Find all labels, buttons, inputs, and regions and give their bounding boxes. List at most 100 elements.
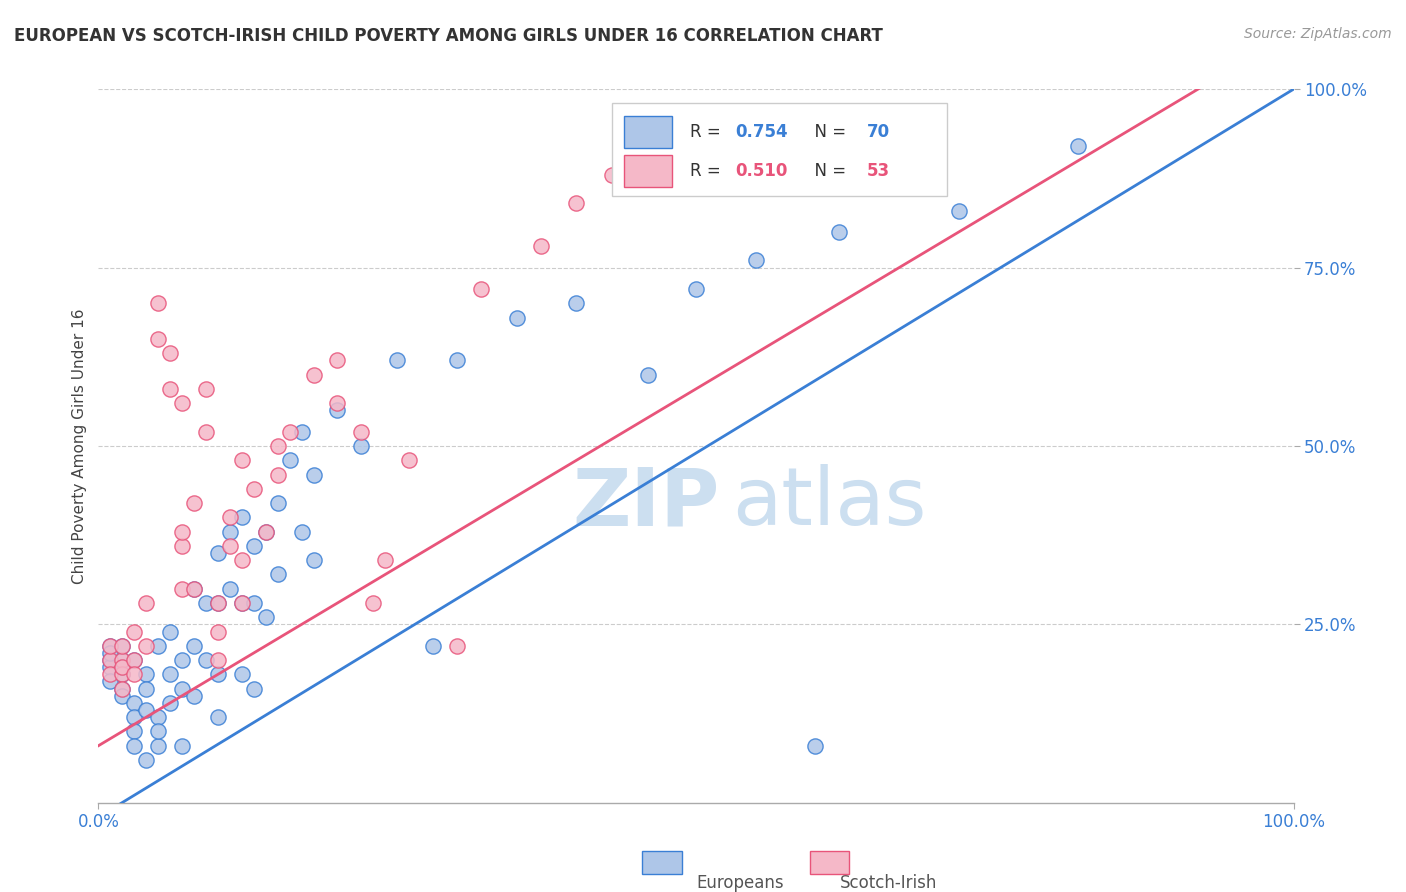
Point [326, 396, 349, 410]
Point [148, 296, 170, 310]
Point [326, 403, 349, 417]
Point [148, 639, 170, 653]
Point [172, 739, 194, 753]
Text: Source: ZipAtlas.com: Source: ZipAtlas.com [1244, 27, 1392, 41]
Point [207, 596, 229, 610]
Point [111, 689, 134, 703]
Point [124, 710, 146, 724]
Point [948, 203, 970, 218]
Point [565, 196, 588, 211]
Point [172, 539, 194, 553]
Point [207, 596, 229, 610]
Point [194, 425, 217, 439]
Point [709, 139, 731, 153]
Point [98, 646, 122, 660]
Point [111, 660, 134, 674]
Point [183, 639, 205, 653]
FancyBboxPatch shape [643, 851, 682, 874]
Point [111, 667, 134, 681]
Point [124, 696, 146, 710]
Point [231, 667, 253, 681]
Point [98, 674, 122, 689]
Point [374, 553, 396, 567]
Point [219, 539, 242, 553]
Point [98, 653, 122, 667]
Point [290, 524, 312, 539]
Point [637, 139, 659, 153]
Point [267, 439, 290, 453]
Point [219, 510, 242, 524]
Point [302, 467, 325, 482]
Point [148, 332, 170, 346]
Point [148, 724, 170, 739]
Point [135, 596, 157, 610]
Point [278, 425, 301, 439]
Point [124, 667, 146, 681]
Point [302, 553, 325, 567]
Point [804, 739, 827, 753]
Point [207, 546, 229, 560]
Point [326, 353, 349, 368]
Point [350, 425, 373, 439]
Point [398, 453, 420, 467]
Point [124, 739, 146, 753]
Point [183, 689, 205, 703]
Y-axis label: Child Poverty Among Girls Under 16: Child Poverty Among Girls Under 16 [72, 309, 87, 583]
Point [148, 710, 170, 724]
FancyBboxPatch shape [624, 116, 672, 148]
Point [207, 710, 229, 724]
Point [219, 582, 242, 596]
Point [124, 624, 146, 639]
Point [446, 353, 468, 368]
Point [661, 118, 683, 132]
Point [254, 524, 277, 539]
Text: R =: R = [690, 123, 725, 141]
FancyBboxPatch shape [612, 103, 946, 196]
Point [172, 524, 194, 539]
Point [98, 639, 122, 653]
Point [172, 653, 194, 667]
Point [529, 239, 551, 253]
Point [637, 368, 659, 382]
Point [194, 382, 217, 396]
Text: EUROPEAN VS SCOTCH-IRISH CHILD POVERTY AMONG GIRLS UNDER 16 CORRELATION CHART: EUROPEAN VS SCOTCH-IRISH CHILD POVERTY A… [14, 27, 883, 45]
Point [111, 681, 134, 696]
Point [111, 681, 134, 696]
Text: 70: 70 [868, 123, 890, 141]
Point [111, 639, 134, 653]
Text: 0.754: 0.754 [735, 123, 787, 141]
Point [159, 667, 181, 681]
Point [111, 653, 134, 667]
Point [267, 567, 290, 582]
Point [243, 596, 266, 610]
Point [231, 596, 253, 610]
Text: atlas: atlas [733, 464, 927, 542]
Point [243, 681, 266, 696]
Point [254, 610, 277, 624]
Point [172, 582, 194, 596]
Point [302, 368, 325, 382]
Point [98, 653, 122, 667]
Point [446, 639, 468, 653]
Point [828, 225, 851, 239]
Point [231, 510, 253, 524]
Point [745, 253, 768, 268]
Point [135, 639, 157, 653]
Point [290, 425, 312, 439]
Point [685, 282, 707, 296]
Text: N =: N = [804, 123, 851, 141]
Point [231, 596, 253, 610]
Point [422, 639, 444, 653]
Point [111, 653, 134, 667]
Point [124, 653, 146, 667]
Point [207, 667, 229, 681]
Point [159, 346, 181, 360]
Point [124, 724, 146, 739]
Text: R =: R = [690, 162, 725, 180]
Point [267, 467, 290, 482]
Point [350, 439, 373, 453]
Point [98, 667, 122, 681]
Point [98, 660, 122, 674]
Text: 0.510: 0.510 [735, 162, 787, 180]
Point [159, 382, 181, 396]
